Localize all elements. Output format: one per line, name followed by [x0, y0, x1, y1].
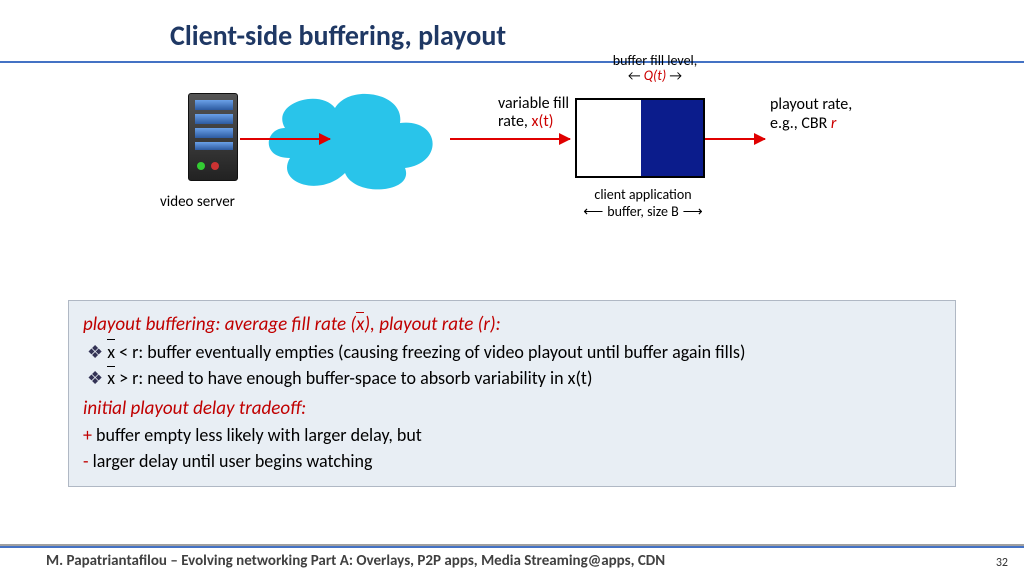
server-icon: [188, 93, 238, 181]
buffer-caption-line2: buffer, size B: [607, 203, 678, 220]
info-box: playout buffering: average fill rate (x)…: [68, 300, 956, 487]
arrow-buffer-to-playout: [705, 138, 765, 140]
arrow-cloud-to-buffer: [450, 138, 570, 140]
buffer-fill: [641, 100, 703, 176]
minus-line: - larger delay until user begins watchin…: [83, 448, 941, 474]
playout-label: playout rate, e.g., CBR r: [770, 95, 852, 133]
server-label: video server: [160, 193, 235, 211]
plus-text: buffer empty less likely with larger del…: [92, 424, 422, 446]
footer-text: M. Papatriantafilou – Evolving networkin…: [46, 552, 665, 570]
page-title: Client-side buffering, playout: [0, 0, 1024, 61]
hdr1-post: ), playout rate (r):: [364, 313, 500, 336]
buffer-caption: client application ⟵ buffer, size B ⟶: [568, 186, 718, 220]
footer-rule-blue: [0, 546, 1024, 548]
bullet2-rest: > r: need to have enough buffer-space to…: [115, 367, 592, 389]
infobox-header1: playout buffering: average fill rate (x)…: [83, 311, 941, 339]
minus-text: larger delay until user begins watching: [89, 450, 373, 472]
fill-rate-line2-pre: rate,: [498, 112, 532, 131]
buffer-qt: Q(t): [644, 67, 666, 84]
page-number: 32: [996, 556, 1008, 570]
playout-line2-pre: e.g., CBR: [770, 114, 831, 133]
bullet-1: x < r: buffer eventually empties (causin…: [83, 339, 941, 365]
playout-line1: playout rate,: [770, 95, 852, 114]
bullet1-xbar: x: [107, 339, 115, 365]
fill-rate-line1: variable fill: [498, 94, 569, 113]
hdr1-xbar: x: [356, 311, 364, 339]
bullet1-rest: < r: buffer eventually empties (causing …: [115, 341, 745, 363]
plus-line: + buffer empty less likely with larger d…: [83, 422, 941, 448]
bullet2-xbar: x: [107, 365, 115, 391]
diagram-area: video server variable fill rate, x(t) bu…: [0, 63, 1024, 263]
fill-rate-label: variable fill rate, x(t): [498, 95, 569, 130]
plus-sign: +: [83, 424, 92, 446]
infobox-header2: initial playout delay tradeoff:: [83, 395, 941, 423]
buffer-top-label: buffer fill level, ← Q(t) →: [600, 53, 710, 84]
bullet-2: x > r: need to have enough buffer-space …: [83, 365, 941, 391]
playout-r: r: [831, 114, 836, 133]
buffer-box: [575, 98, 705, 178]
arrow-server-to-cloud: [240, 138, 330, 140]
buffer-caption-line1: client application: [594, 186, 691, 203]
fill-rate-xt: x(t): [532, 112, 554, 131]
hdr1-pre: playout buffering: average fill rate (: [83, 313, 356, 336]
